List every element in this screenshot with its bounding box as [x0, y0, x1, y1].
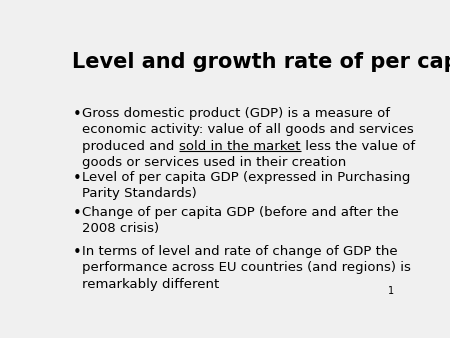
- Text: Gross domestic product (GDP) is a measure of: Gross domestic product (GDP) is a measur…: [82, 107, 391, 120]
- Text: •: •: [73, 171, 82, 186]
- Text: Change of per capita GDP (before and after the: Change of per capita GDP (before and aft…: [82, 206, 399, 219]
- Text: •: •: [73, 206, 82, 221]
- Text: sold in the market: sold in the market: [179, 140, 301, 153]
- Text: less the value of: less the value of: [301, 140, 414, 153]
- Text: •: •: [73, 107, 82, 122]
- Text: Level of per capita GDP (expressed in Purchasing: Level of per capita GDP (expressed in Pu…: [82, 171, 411, 184]
- Text: economic activity: value of all goods and services: economic activity: value of all goods an…: [82, 123, 414, 136]
- Text: In terms of level and rate of change of GDP the: In terms of level and rate of change of …: [82, 245, 398, 258]
- Text: goods or services used in their creation: goods or services used in their creation: [82, 156, 346, 169]
- Text: performance across EU countries (and regions) is: performance across EU countries (and reg…: [82, 261, 411, 274]
- Text: Level and growth rate of per capita GDP: Level and growth rate of per capita GDP: [72, 52, 450, 72]
- Text: •: •: [73, 245, 82, 260]
- Text: Parity Standards): Parity Standards): [82, 187, 197, 200]
- Text: 2008 crisis): 2008 crisis): [82, 222, 160, 235]
- Text: produced and: produced and: [82, 140, 179, 153]
- Text: 1: 1: [388, 286, 395, 296]
- Text: remarkably different: remarkably different: [82, 277, 220, 291]
